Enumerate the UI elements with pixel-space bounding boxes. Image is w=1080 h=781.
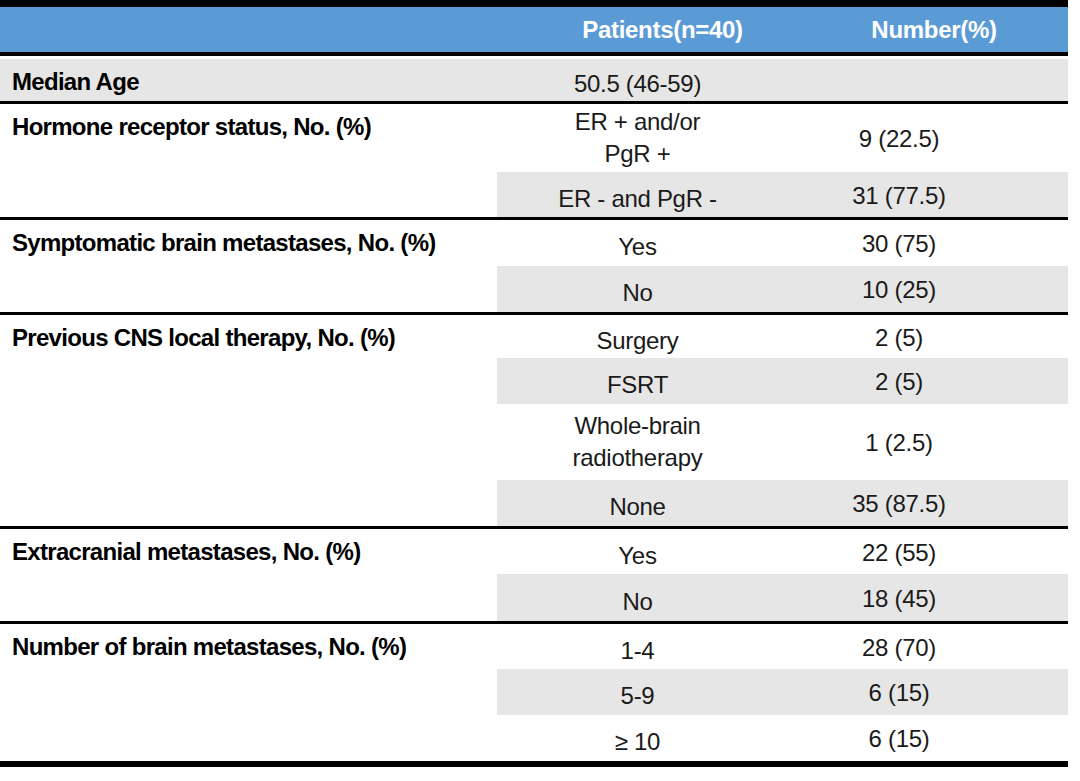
patients-cell: 1-4: [497, 624, 778, 669]
patients-cell: 50.5 (46-59): [497, 59, 778, 101]
patients-cell: Whole-brain radiotherapy: [497, 404, 778, 480]
patients-cell: No: [497, 266, 778, 312]
number-cell: 30 (75): [778, 220, 1068, 266]
table-top-border: [0, 0, 1068, 7]
section-symptomatic-brain-metastases: Symptomatic brain metastases, No. (%) Ye…: [0, 220, 1068, 315]
number-cell: 22 (55): [778, 529, 1068, 574]
patient-characteristics-table: Patients(n=40) Number(%) Median Age 50.5…: [0, 0, 1068, 767]
patients-cell: None: [497, 480, 778, 526]
number-cell: 35 (87.5): [778, 480, 1068, 526]
patients-cell: Yes: [497, 220, 778, 266]
patients-cell: ER + and/or PgR +: [497, 104, 778, 172]
number-cell: 6 (15): [778, 715, 1068, 761]
number-cell: 28 (70): [778, 624, 1068, 669]
patients-cell: Surgery: [497, 315, 778, 358]
section-label: Median Age: [0, 59, 497, 101]
table-bottom-border: [0, 761, 1068, 767]
header-number-column: Number(%): [778, 7, 1068, 52]
number-cell: 18 (45): [778, 574, 1068, 621]
section-median-age: Median Age 50.5 (46-59): [0, 59, 1068, 104]
header-empty-cell: [0, 7, 497, 52]
section-hormone-receptor-status: Hormone receptor status, No. (%) ER + an…: [0, 104, 1068, 220]
patients-cell: 5-9: [497, 669, 778, 715]
patients-cell: FSRT: [497, 358, 778, 404]
number-cell: 2 (5): [778, 358, 1068, 404]
number-cell: 1 (2.5): [778, 404, 1068, 480]
patients-cell: No: [497, 574, 778, 621]
patient-characteristics-table-page: Patients(n=40) Number(%) Median Age 50.5…: [0, 0, 1080, 781]
section-label: Number of brain metastases, No. (%): [0, 624, 497, 761]
section-previous-cns-local-therapy: Previous CNS local therapy, No. (%) Surg…: [0, 315, 1068, 529]
section-label: Extracranial metastases, No. (%): [0, 529, 497, 621]
number-cell: 2 (5): [778, 315, 1068, 358]
number-cell: 10 (25): [778, 266, 1068, 312]
section-label: Previous CNS local therapy, No. (%): [0, 315, 497, 526]
number-cell: 9 (22.5): [778, 104, 1068, 172]
table-header-row: Patients(n=40) Number(%): [0, 7, 1068, 56]
section-label: Hormone receptor status, No. (%): [0, 104, 497, 217]
patients-cell: ER - and PgR -: [497, 172, 778, 217]
number-cell: 6 (15): [778, 669, 1068, 715]
header-patients-column: Patients(n=40): [497, 7, 778, 52]
patients-cell: Yes: [497, 529, 778, 574]
number-cell: 31 (77.5): [778, 172, 1068, 217]
number-cell: [778, 59, 1068, 101]
section-label: Symptomatic brain metastases, No. (%): [0, 220, 497, 312]
patients-cell: ≥ 10: [497, 715, 778, 761]
section-extracranial-metastases: Extracranial metastases, No. (%) Yes 22 …: [0, 529, 1068, 624]
section-number-of-brain-metastases: Number of brain metastases, No. (%) 1-4 …: [0, 624, 1068, 761]
